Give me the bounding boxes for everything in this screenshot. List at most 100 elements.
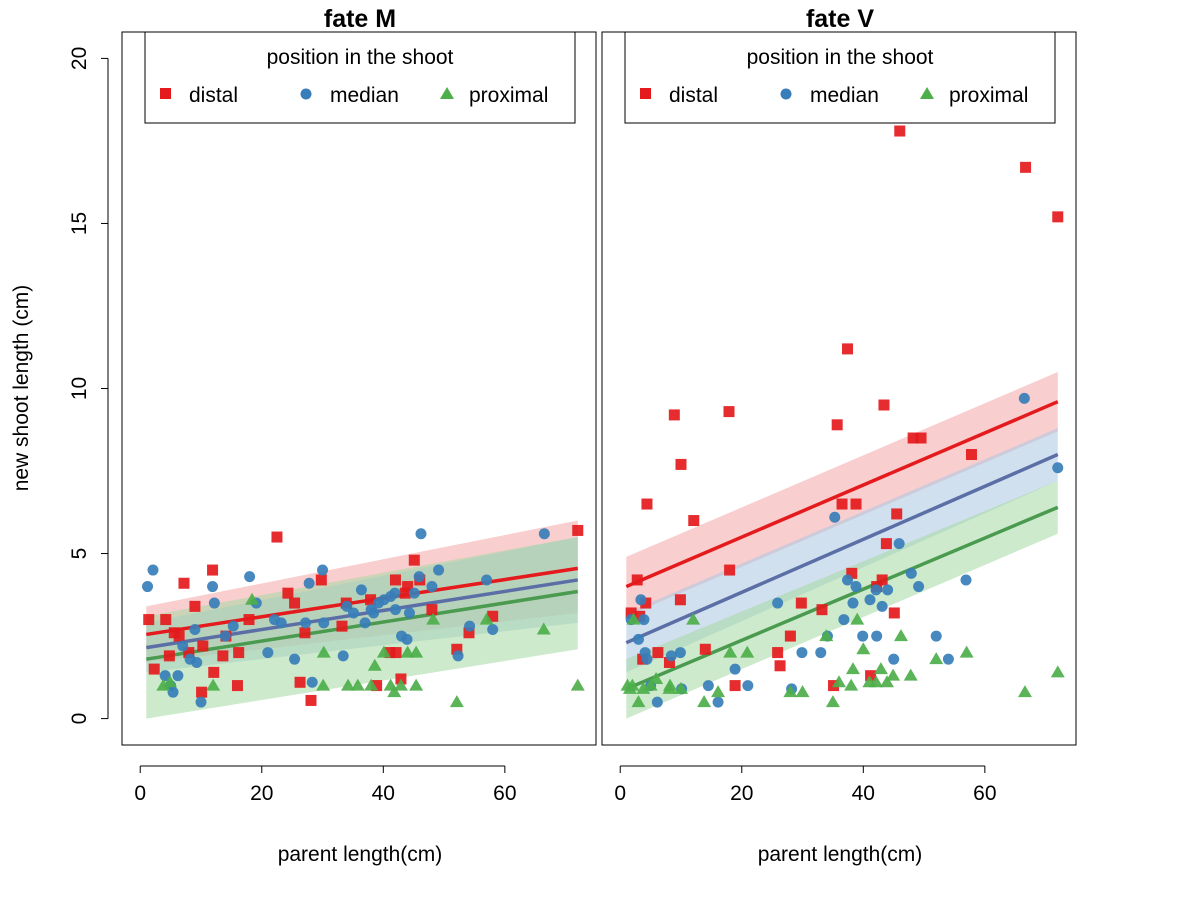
point-proximal	[631, 695, 646, 708]
legend-title: position in the shoot	[267, 46, 454, 69]
point-proximal	[886, 668, 901, 681]
point-distal	[625, 607, 637, 619]
panel-title: fate V	[806, 5, 874, 33]
point-distal	[836, 498, 848, 510]
point-distal	[640, 597, 652, 609]
point-distal	[173, 630, 185, 642]
point-distal	[299, 627, 311, 639]
fit-line-median	[146, 578, 579, 650]
point-median	[464, 620, 476, 632]
y-tick-label: 20	[68, 47, 91, 70]
point-median	[189, 623, 201, 635]
point-distal	[160, 614, 172, 626]
y-tick-label: 0	[68, 713, 91, 725]
point-proximal	[636, 681, 651, 694]
point-median	[408, 587, 420, 599]
x-tick-label: 40	[372, 782, 395, 805]
point-distal	[784, 630, 796, 642]
legend: position in the shoot distal median prox…	[624, 31, 1056, 124]
point-proximal	[1017, 685, 1032, 698]
point-median	[426, 581, 438, 593]
point-median	[289, 653, 301, 665]
point-distal	[163, 650, 175, 662]
point-proximal	[832, 675, 846, 688]
point-distal	[197, 640, 209, 652]
point-median	[641, 653, 653, 665]
point-proximal	[711, 685, 726, 698]
point-median	[871, 630, 883, 642]
point-distal	[243, 614, 255, 626]
point-median	[870, 584, 882, 596]
point-median	[413, 571, 425, 583]
point-median	[913, 581, 925, 593]
point-distal	[846, 567, 858, 579]
point-distal	[196, 686, 208, 698]
point-distal	[207, 564, 219, 576]
legend-marker-distal	[160, 88, 171, 99]
point-median	[538, 528, 550, 540]
point-median	[415, 528, 427, 540]
point-distal	[294, 676, 306, 688]
point-median	[729, 663, 741, 675]
point-distal	[1020, 161, 1032, 173]
legend-marker-median	[780, 88, 792, 100]
point-distal	[217, 650, 229, 662]
point-median	[930, 630, 942, 642]
point-distal	[816, 604, 828, 616]
point-median	[487, 623, 499, 635]
point-proximal	[364, 678, 379, 691]
point-distal	[894, 125, 906, 137]
point-proximal	[674, 681, 688, 694]
y-axis-label: new shoot length (cm)	[10, 285, 33, 492]
point-distal	[189, 600, 201, 612]
point-distal	[384, 647, 396, 659]
point-proximal	[740, 645, 755, 658]
point-proximal	[873, 662, 888, 675]
fit-line-median	[625, 452, 1059, 645]
y-tick-label: 5	[68, 548, 91, 560]
point-distal	[399, 587, 411, 599]
x-tick-label: 40	[852, 782, 875, 805]
legend-label-distal: distal	[669, 84, 718, 107]
data-points	[620, 125, 1065, 708]
point-distal	[305, 694, 317, 706]
point-distal	[178, 577, 190, 589]
point-median	[300, 617, 312, 629]
legend-label-proximal: proximal	[469, 84, 548, 107]
point-median	[219, 630, 231, 642]
point-median	[632, 633, 644, 645]
point-median	[847, 597, 859, 609]
point-distal	[143, 614, 155, 626]
point-distal	[289, 597, 301, 609]
point-distal	[271, 531, 283, 543]
point-proximal	[783, 685, 798, 698]
point-median	[857, 630, 869, 642]
point-distal	[674, 594, 686, 606]
point-median	[829, 511, 841, 523]
point-distal	[668, 409, 680, 421]
point-median	[882, 584, 894, 596]
point-median	[318, 617, 330, 629]
point-median	[893, 538, 905, 550]
point-distal	[888, 607, 900, 619]
point-median	[142, 581, 154, 593]
point-median	[864, 594, 876, 606]
point-median	[960, 574, 972, 586]
point-proximal	[376, 645, 391, 658]
legend-box	[624, 31, 1056, 124]
point-distal	[842, 343, 854, 355]
point-distal	[652, 647, 664, 659]
point-distal	[675, 458, 687, 470]
point-median	[306, 676, 318, 688]
point-proximal	[1050, 665, 1065, 678]
point-distal	[463, 627, 475, 639]
legend-box	[144, 31, 576, 124]
point-distal	[183, 647, 195, 659]
point-median	[208, 597, 220, 609]
point-median	[191, 656, 203, 668]
point-distal	[688, 515, 700, 527]
point-median	[403, 607, 415, 619]
data-points	[142, 524, 585, 708]
point-proximal	[350, 678, 365, 691]
